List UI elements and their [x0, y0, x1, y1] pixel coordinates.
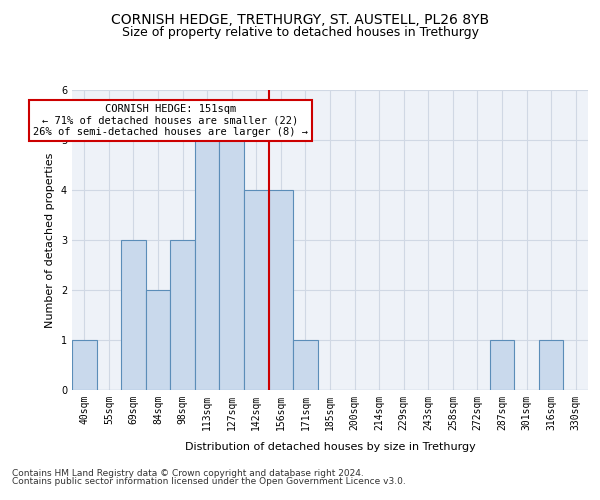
Y-axis label: Number of detached properties: Number of detached properties: [46, 152, 55, 328]
Text: CORNISH HEDGE: 151sqm
← 71% of detached houses are smaller (22)
26% of semi-deta: CORNISH HEDGE: 151sqm ← 71% of detached …: [33, 104, 308, 137]
Text: Size of property relative to detached houses in Trethurgy: Size of property relative to detached ho…: [121, 26, 479, 39]
Bar: [195, 140, 220, 390]
Bar: [220, 140, 244, 390]
Bar: [244, 190, 269, 390]
Text: Contains public sector information licensed under the Open Government Licence v3: Contains public sector information licen…: [12, 477, 406, 486]
Text: CORNISH HEDGE, TRETHURGY, ST. AUSTELL, PL26 8YB: CORNISH HEDGE, TRETHURGY, ST. AUSTELL, P…: [111, 12, 489, 26]
Bar: [490, 340, 514, 390]
Bar: [293, 340, 318, 390]
Text: Distribution of detached houses by size in Trethurgy: Distribution of detached houses by size …: [185, 442, 475, 452]
Bar: [269, 190, 293, 390]
Bar: [72, 340, 97, 390]
Bar: [539, 340, 563, 390]
Bar: [146, 290, 170, 390]
Bar: [170, 240, 195, 390]
Text: Contains HM Land Registry data © Crown copyright and database right 2024.: Contains HM Land Registry data © Crown c…: [12, 468, 364, 477]
Bar: [121, 240, 146, 390]
